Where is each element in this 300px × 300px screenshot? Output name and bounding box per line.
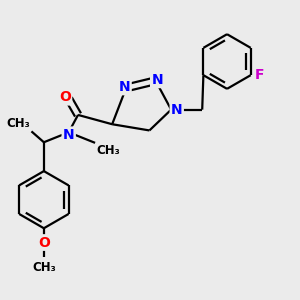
Text: N: N: [171, 103, 183, 117]
Text: N: N: [119, 80, 130, 94]
Text: O: O: [59, 90, 71, 104]
Text: N: N: [63, 128, 74, 142]
Text: N: N: [152, 73, 163, 87]
Text: O: O: [38, 236, 50, 250]
Text: CH₃: CH₃: [97, 144, 120, 157]
Text: F: F: [255, 68, 264, 82]
Text: CH₃: CH₃: [32, 261, 56, 274]
Text: CH₃: CH₃: [6, 117, 30, 130]
